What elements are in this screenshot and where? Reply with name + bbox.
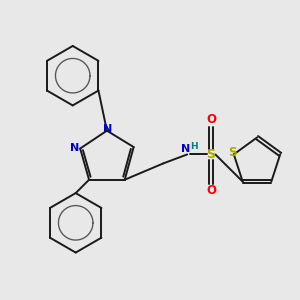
Text: O: O [206, 113, 216, 126]
Text: O: O [206, 184, 216, 197]
Text: S: S [228, 146, 237, 159]
Text: S: S [206, 148, 215, 161]
Text: N: N [103, 124, 112, 134]
Text: N: N [70, 143, 80, 153]
Text: N: N [181, 144, 190, 154]
Text: H: H [190, 142, 197, 151]
